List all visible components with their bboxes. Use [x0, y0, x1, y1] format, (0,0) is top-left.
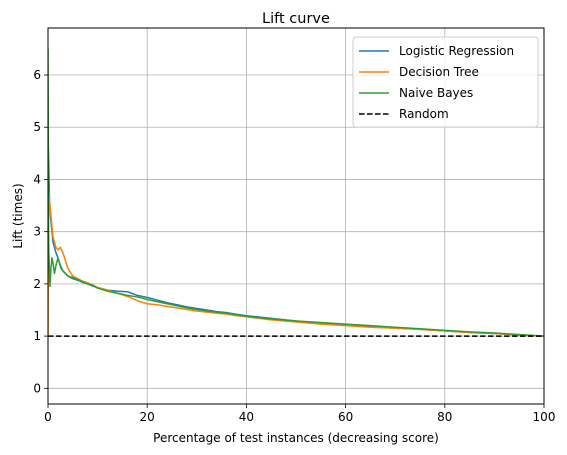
chart-title: Lift curve	[262, 11, 330, 27]
legend-entry-label: Decision Tree	[399, 65, 479, 79]
x-tick-label: 20	[140, 410, 155, 424]
axes-frame	[47, 27, 545, 405]
x-tick-label: 100	[533, 410, 556, 424]
x-tick-label: 40	[239, 410, 254, 424]
series-lines	[48, 48, 544, 337]
y-axis-label: Lift (times)	[11, 183, 25, 248]
y-tick-label: 2	[33, 277, 41, 291]
x-tick-label: 60	[338, 410, 353, 424]
legend-entry-label: Naive Bayes	[399, 86, 473, 100]
y-tick-label: 0	[33, 381, 41, 395]
y-tick-label: 3	[33, 225, 41, 239]
legend-box	[352, 36, 539, 128]
y-tick-label: 6	[33, 68, 41, 82]
legend: Logistic Regression Decision Tree Naive Ba…	[352, 36, 539, 128]
x-tick-label: 80	[437, 410, 452, 424]
series-line-2	[48, 48, 544, 337]
x-tick-label: 0	[44, 410, 52, 424]
legend-entry-label: Logistic Regression	[399, 44, 514, 58]
series-line-1	[48, 189, 544, 337]
y-tick-label: 1	[33, 329, 41, 343]
axis-ticks: 0 20 40 60 80 100 0 1 2 3 4 5 6	[33, 68, 555, 424]
y-tick-label: 5	[33, 120, 41, 134]
y-tick-label: 4	[33, 172, 41, 186]
x-axis-label: Percentage of test instances (decreasing…	[153, 431, 439, 445]
legend-entry-label: Random	[399, 107, 449, 121]
